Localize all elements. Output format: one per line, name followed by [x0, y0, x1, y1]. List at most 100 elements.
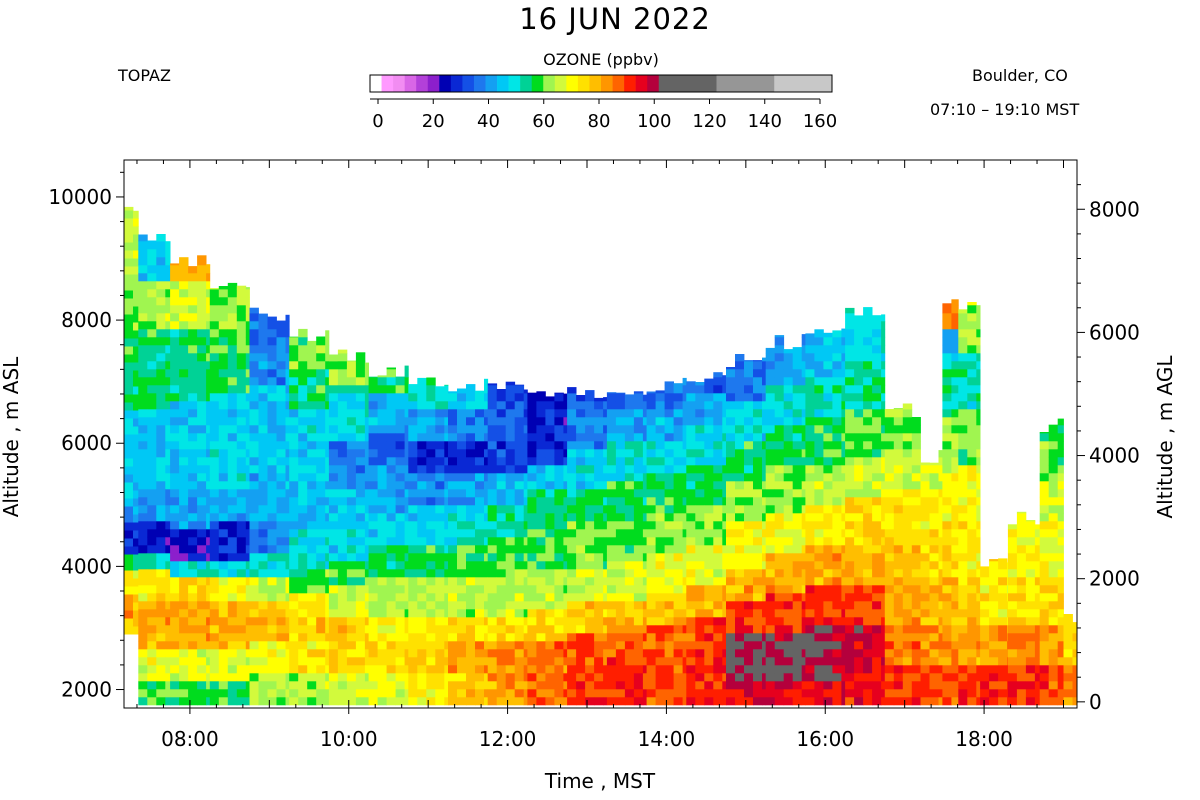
heatmap-cell — [496, 472, 507, 482]
heatmap-cell — [307, 528, 317, 538]
heatmap-cell — [814, 408, 824, 418]
heatmap-cell — [124, 554, 134, 563]
heatmap-cell — [197, 280, 207, 290]
heatmap-cell — [377, 624, 387, 634]
heatmap-cell — [774, 632, 785, 642]
heatmap-cell — [307, 376, 317, 386]
heatmap-cell — [147, 504, 157, 514]
heatmap-cell — [881, 656, 886, 666]
heatmap-cell — [713, 448, 723, 458]
heatmap-cell — [426, 480, 436, 490]
heatmap-cell — [881, 424, 886, 434]
heatmap-cell — [920, 472, 930, 482]
heatmap-cell — [307, 512, 317, 522]
heatmap-cell — [408, 672, 418, 682]
heatmap-cell — [567, 568, 577, 578]
heatmap-cell — [545, 400, 555, 410]
heatmap-cell — [814, 432, 824, 442]
heatmap-cell — [170, 608, 180, 618]
heatmap-cell — [206, 336, 211, 346]
heatmap-cell — [841, 480, 846, 490]
heatmap-cell — [514, 552, 525, 562]
heatmap-cell — [316, 480, 326, 490]
heatmap-cell — [938, 536, 943, 546]
heatmap-cell — [554, 696, 564, 706]
heatmap-cell — [514, 472, 525, 482]
heatmap-cell — [606, 656, 617, 666]
heatmap-cell — [249, 448, 259, 458]
heatmap-cell — [170, 296, 180, 306]
heatmap-cell — [404, 488, 409, 498]
heatmap-cell — [364, 456, 369, 466]
heatmap-cell — [218, 368, 229, 378]
heatmap-cell — [603, 472, 608, 482]
heatmap-cell — [958, 544, 968, 554]
heatmap-cell — [765, 688, 776, 698]
heatmap-cell — [179, 560, 189, 570]
heatmap-cell — [487, 536, 498, 546]
heatmap-cell — [404, 464, 409, 474]
heatmap-cell — [673, 432, 683, 442]
heatmap-cell — [307, 544, 317, 554]
heatmap-cell — [209, 608, 220, 618]
heatmap-cell — [124, 602, 134, 611]
heatmap-cell — [138, 408, 148, 418]
heatmap-cell — [762, 360, 767, 370]
heatmap-cell — [165, 552, 171, 562]
heatmap-cell — [496, 432, 507, 442]
heatmap-cell — [545, 696, 555, 706]
heatmap-cell — [863, 336, 873, 346]
heatmap-cell — [958, 416, 968, 426]
heatmap-cell — [792, 504, 803, 514]
heatmap-cell — [976, 384, 981, 394]
heatmap-cell — [976, 368, 981, 378]
heatmap-cell — [615, 656, 626, 666]
heatmap-cell — [585, 496, 595, 506]
heatmap-cell — [147, 496, 157, 506]
heatmap-cell — [942, 368, 952, 378]
heatmap-cell — [170, 512, 180, 522]
heatmap-cell — [536, 504, 546, 514]
heatmap-cell — [325, 480, 330, 490]
heatmap-cell — [156, 576, 166, 586]
heatmap-cell — [475, 632, 485, 642]
heatmap-cell — [165, 272, 171, 282]
heatmap-cell — [805, 333, 815, 338]
heatmap-cell — [197, 472, 207, 482]
heatmap-cell — [911, 448, 921, 458]
heatmap-cell — [735, 440, 745, 450]
heatmap-cell — [505, 600, 516, 610]
heatmap-cell — [386, 512, 396, 522]
heatmap-cell — [197, 664, 207, 674]
heatmap-cell — [765, 416, 776, 426]
heatmap-cell — [585, 648, 595, 658]
heatmap-cell — [188, 432, 198, 442]
heatmap-cell — [124, 274, 134, 283]
heatmap-cell — [722, 688, 727, 698]
heatmap-cell — [823, 464, 833, 474]
heatmap-cell — [523, 528, 528, 538]
heatmap-cell — [881, 328, 886, 338]
heatmap-cell — [258, 320, 268, 330]
heatmap-cell — [673, 688, 683, 698]
heatmap-cell — [328, 448, 339, 458]
heatmap-cell — [133, 402, 139, 411]
heatmap-cell — [805, 544, 815, 554]
heatmap-cell — [267, 672, 277, 682]
heatmap-cell — [364, 592, 369, 602]
heatmap-cell — [197, 264, 207, 274]
heatmap-cell — [673, 392, 683, 402]
heatmap-cell — [188, 504, 198, 514]
heatmap-cell — [328, 416, 339, 426]
heatmap-cell — [197, 552, 207, 562]
heatmap-cell — [967, 688, 977, 698]
heatmap-cell — [355, 352, 366, 354]
heatmap-cell — [267, 472, 277, 482]
heatmap-cell — [695, 680, 705, 690]
colorbar-swatch — [416, 75, 429, 92]
heatmap-cell — [386, 552, 396, 562]
heatmap-cell — [218, 696, 229, 706]
heatmap-cell — [404, 416, 409, 426]
heatmap-cell — [664, 640, 674, 650]
heatmap-cell — [929, 504, 939, 514]
